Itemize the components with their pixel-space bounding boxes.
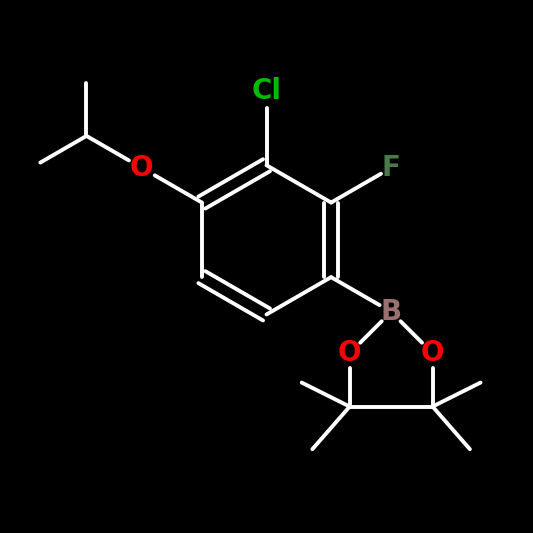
Text: O: O (338, 340, 361, 367)
Text: O: O (421, 340, 445, 367)
Text: O: O (130, 154, 154, 182)
Text: F: F (382, 154, 401, 182)
Text: Cl: Cl (252, 77, 281, 104)
Text: B: B (381, 298, 402, 326)
